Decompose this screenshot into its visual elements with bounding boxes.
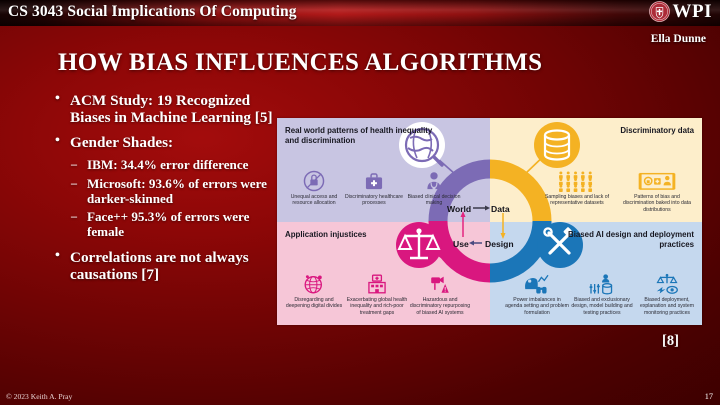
framed-records-icon <box>638 172 676 190</box>
wpi-seal-icon <box>648 1 670 22</box>
icon-caption-group: Biased deployment, explanation and syste… <box>635 273 699 316</box>
quadrant-heading-world: Real world patterns of health inequality… <box>285 126 433 145</box>
icon-caption: Patterns of bias and discrimination bake… <box>622 194 691 213</box>
bullet-subitem: Microsoft: 93.6% of errors were darker-s… <box>54 176 276 207</box>
icon-caption: Disregarding and deepening digital divid… <box>285 297 343 310</box>
icon-caption: Biased and exclusionary design, model bu… <box>571 297 633 316</box>
icon-caption: Sampling biases and lack of representati… <box>544 194 609 207</box>
wpi-logo: WPI <box>648 1 713 22</box>
ring-arc-use <box>428 220 491 283</box>
icon-caption-group: Exacerbating global health inequality an… <box>346 273 408 316</box>
author-name: Ella Dunne <box>650 33 706 45</box>
copyright-notice: © 2023 Keith A. Pray <box>6 392 73 401</box>
icon-caption: Hazardous and discriminatory repurposing… <box>409 297 471 316</box>
cycle-node-design: Design <box>485 239 514 249</box>
quadrant-data <box>489 118 702 222</box>
ring-arc-design <box>489 220 552 283</box>
medical-bag-icon <box>365 173 383 190</box>
icon-caption-group: Hazardous and discriminatory repurposing… <box>409 273 471 316</box>
scales-eye-icon <box>656 273 678 294</box>
bullet-item: ACM Study: 19 Recognized Biases in Machi… <box>54 91 276 127</box>
locked-resource-icon <box>303 170 325 192</box>
icon-caption-row-use: Disregarding and deepening digital divid… <box>283 273 473 316</box>
quadrant-design <box>489 221 702 325</box>
database-icon <box>534 122 580 168</box>
icon-caption: Unequal access and resource allocation <box>290 194 338 207</box>
course-title: CS 3043 Social Implications Of Computing <box>8 3 297 20</box>
ring-arc-data <box>489 159 552 222</box>
page-number: 17 <box>704 392 713 401</box>
icon-caption-group: Patterns of bias and discrimination bake… <box>619 170 695 213</box>
icon-caption: Discriminatory healthcare processes <box>345 194 403 207</box>
icon-caption-group: Biased and exclusionary design, model bu… <box>570 273 634 316</box>
icon-caption: Power imbalances in agenda setting and p… <box>505 297 569 316</box>
doctor-icon <box>427 172 441 190</box>
cycle-node-data: Data <box>491 204 510 214</box>
icon-caption-group: Disregarding and deepening digital divid… <box>283 273 345 316</box>
bias-cycle-infographic: Real world patterns of health inequality… <box>277 118 702 325</box>
quadrant-world <box>277 118 490 222</box>
tools-icon <box>537 222 583 268</box>
bullet-item: Gender Shades: <box>54 133 276 151</box>
cycle-diagram-svg <box>396 122 583 283</box>
bullet-subitem: IBM: 34.4% error difference <box>54 157 276 173</box>
ring-arc-world <box>428 159 491 222</box>
icon-caption: Biased deployment, explanation and syste… <box>639 297 694 316</box>
cycle-node-world: World <box>447 204 472 214</box>
quadrant-heading-data: Discriminatory data <box>620 126 694 135</box>
head-chart-binoculars-icon <box>525 274 549 294</box>
bullet-item: Correlations are not always causations [… <box>54 248 276 284</box>
icon-caption-group: Discriminatory healthcare processes <box>345 170 403 207</box>
slide-title: HOW BIAS INFLUENCES ALGORITHMS <box>58 49 543 76</box>
icon-caption: Exacerbating global health inequality an… <box>346 297 408 316</box>
bullet-subitem: Face++ 95.3% of errors were female <box>54 210 276 240</box>
icon-caption-row-data: Sampling biases and lack of representati… <box>539 170 695 213</box>
bullet-list: ACM Study: 19 Recognized Biases in Machi… <box>54 91 276 291</box>
cycle-ring <box>428 159 552 283</box>
hospital-icon <box>368 274 386 294</box>
icon-caption-group: Sampling biases and lack of representati… <box>539 170 615 213</box>
quadrant-use <box>277 221 490 325</box>
icon-caption-row-design: Power imbalances in agenda setting and p… <box>505 273 699 316</box>
figure-citation: [8] <box>662 333 679 349</box>
wpi-wordmark: WPI <box>672 1 712 22</box>
people-grid-icon <box>559 171 593 192</box>
globe-grid-icon <box>304 275 322 294</box>
quadrant-heading-design: Biased AI design and deployment practice… <box>568 230 694 249</box>
icon-caption-group: Biased clinical decision making <box>405 170 463 207</box>
header-banner: CS 3043 Social Implications Of Computing <box>0 0 720 26</box>
cycle-arrows <box>460 205 506 246</box>
quadrant-heading-use: Application injustices <box>285 230 367 239</box>
surveillance-warning-icon <box>431 276 449 293</box>
icon-caption-row-world: Unequal access and resource allocation D… <box>285 170 463 207</box>
sliders-database-icon <box>589 274 613 295</box>
scales-icon <box>396 222 442 268</box>
icon-caption-group: Power imbalances in agenda setting and p… <box>505 273 569 316</box>
globe-icon <box>399 122 445 168</box>
icon-caption-group: Unequal access and resource allocation <box>285 170 343 207</box>
icon-caption: Biased clinical decision making <box>407 194 461 207</box>
cycle-node-use: Use <box>453 239 469 249</box>
